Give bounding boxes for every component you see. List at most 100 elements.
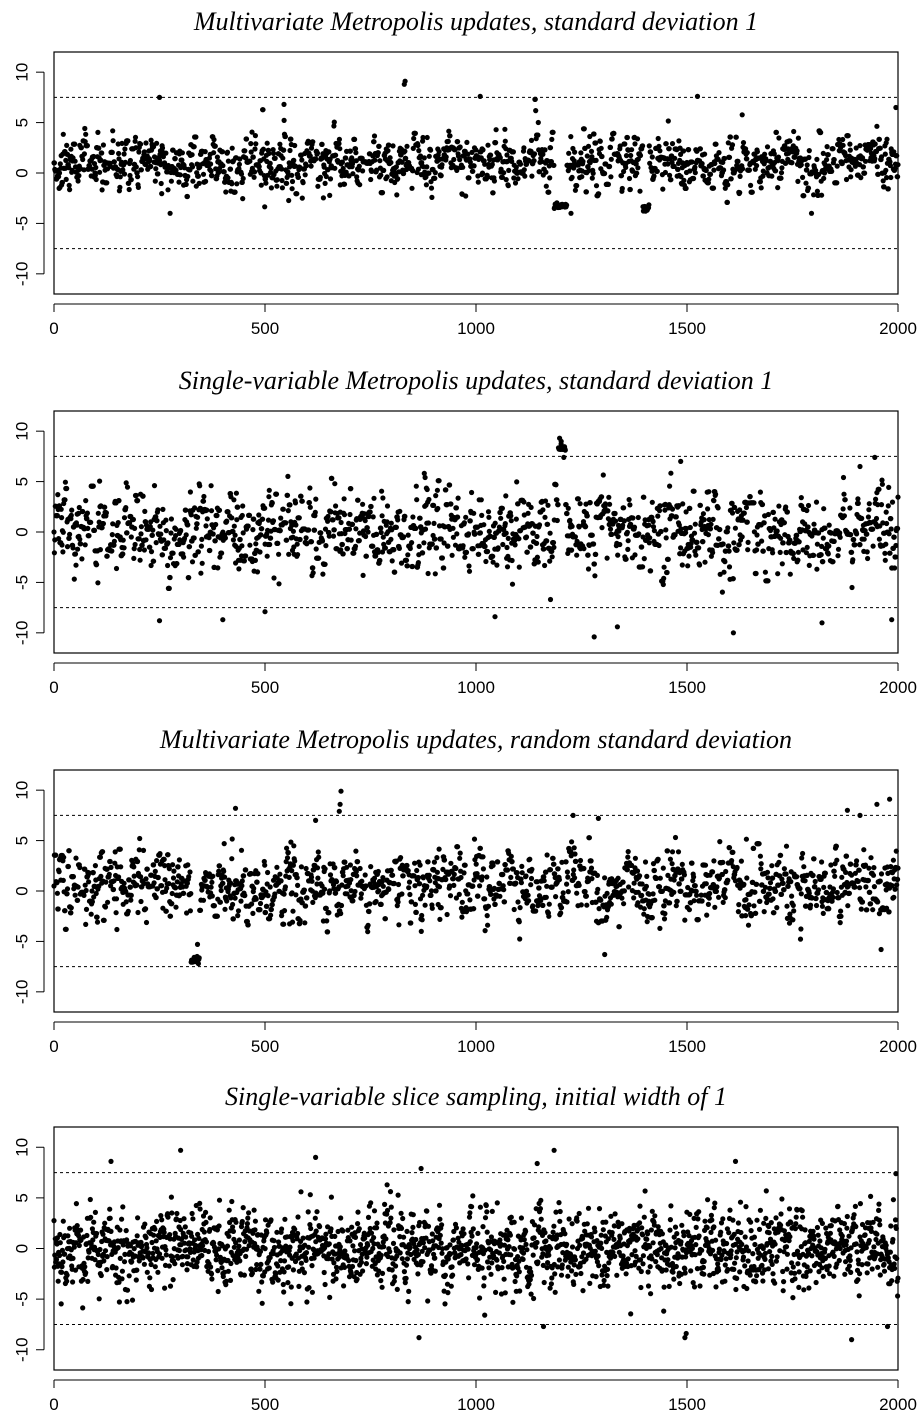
x-tick-label: 1500 xyxy=(668,1037,706,1056)
data-point xyxy=(241,558,247,564)
data-point xyxy=(661,575,667,582)
data-point xyxy=(216,169,222,175)
data-point xyxy=(443,487,449,493)
data-point xyxy=(109,149,115,155)
data-point xyxy=(647,160,653,166)
data-point xyxy=(154,140,160,146)
x-tick-label: 500 xyxy=(251,678,279,697)
data-point xyxy=(390,143,396,149)
data-point xyxy=(119,140,125,146)
data-point xyxy=(310,570,316,576)
data-point xyxy=(242,892,248,899)
data-point xyxy=(572,534,579,540)
data-point xyxy=(803,180,809,186)
x-tick-label: 1000 xyxy=(457,678,495,697)
data-point xyxy=(506,167,512,173)
data-point xyxy=(891,149,897,155)
data-point xyxy=(665,556,671,562)
data-point xyxy=(535,559,541,565)
data-point xyxy=(339,159,345,165)
data-point xyxy=(248,141,254,147)
data-point xyxy=(63,176,69,182)
data-point xyxy=(480,147,486,153)
data-point xyxy=(668,470,674,476)
data-point xyxy=(133,492,139,499)
data-point xyxy=(678,545,684,551)
data-point xyxy=(99,150,105,156)
data-point xyxy=(378,525,384,531)
data-point xyxy=(463,549,470,556)
data-point xyxy=(849,549,855,555)
data-point xyxy=(158,531,164,537)
data-point xyxy=(253,141,259,147)
data-point xyxy=(549,554,555,560)
data-point xyxy=(116,874,122,880)
data-point xyxy=(865,555,871,562)
data-point xyxy=(604,555,610,561)
data-point xyxy=(447,482,453,488)
data-point xyxy=(270,150,277,156)
data-point xyxy=(377,557,383,564)
data-point xyxy=(509,557,515,564)
data-point xyxy=(834,180,840,186)
data-point xyxy=(313,546,319,552)
data-point xyxy=(457,144,463,150)
data-point xyxy=(208,483,214,489)
data-point xyxy=(516,564,522,570)
data-point xyxy=(189,559,196,565)
data-point xyxy=(233,490,239,496)
data-point xyxy=(412,130,418,136)
data-point xyxy=(134,882,140,888)
data-point xyxy=(121,171,128,177)
data-point xyxy=(686,553,692,559)
data-point xyxy=(705,506,711,512)
data-point xyxy=(607,526,614,532)
data-point xyxy=(840,136,846,143)
data-point xyxy=(384,503,391,509)
data-point xyxy=(59,542,65,548)
data-point xyxy=(356,538,362,544)
data-point xyxy=(547,145,554,151)
data-point xyxy=(719,589,726,595)
data-point xyxy=(353,848,359,854)
data-point xyxy=(75,897,81,903)
data-point xyxy=(316,854,322,860)
data-point xyxy=(716,150,722,156)
data-point xyxy=(219,149,226,155)
data-point xyxy=(505,535,511,542)
data-point xyxy=(787,138,793,144)
data-point xyxy=(153,540,159,546)
data-point xyxy=(262,505,268,511)
data-point xyxy=(225,509,231,515)
data-point xyxy=(293,522,299,528)
data-point xyxy=(276,551,282,557)
data-point xyxy=(128,177,134,183)
data-point xyxy=(72,141,78,147)
data-point xyxy=(72,892,78,898)
data-point xyxy=(662,507,668,513)
data-point xyxy=(727,134,734,140)
plot-frame xyxy=(53,769,899,1013)
data-point xyxy=(210,531,216,537)
data-point xyxy=(241,873,247,879)
data-point xyxy=(716,536,722,542)
data-point xyxy=(219,550,225,556)
data-point xyxy=(574,552,580,558)
data-point xyxy=(168,530,174,536)
data-point xyxy=(157,523,163,529)
data-point xyxy=(686,147,692,153)
data-point xyxy=(574,538,580,544)
data-point xyxy=(676,522,682,528)
data-point xyxy=(862,158,869,164)
data-point xyxy=(646,143,652,149)
data-point xyxy=(127,884,133,890)
data-point xyxy=(116,498,122,504)
data-point xyxy=(855,500,861,506)
data-point xyxy=(100,521,106,527)
data-point xyxy=(220,617,226,623)
data-point xyxy=(546,163,552,169)
data-point xyxy=(161,537,167,543)
data-point xyxy=(511,175,517,181)
data-point xyxy=(107,858,113,865)
data-point xyxy=(211,150,217,156)
